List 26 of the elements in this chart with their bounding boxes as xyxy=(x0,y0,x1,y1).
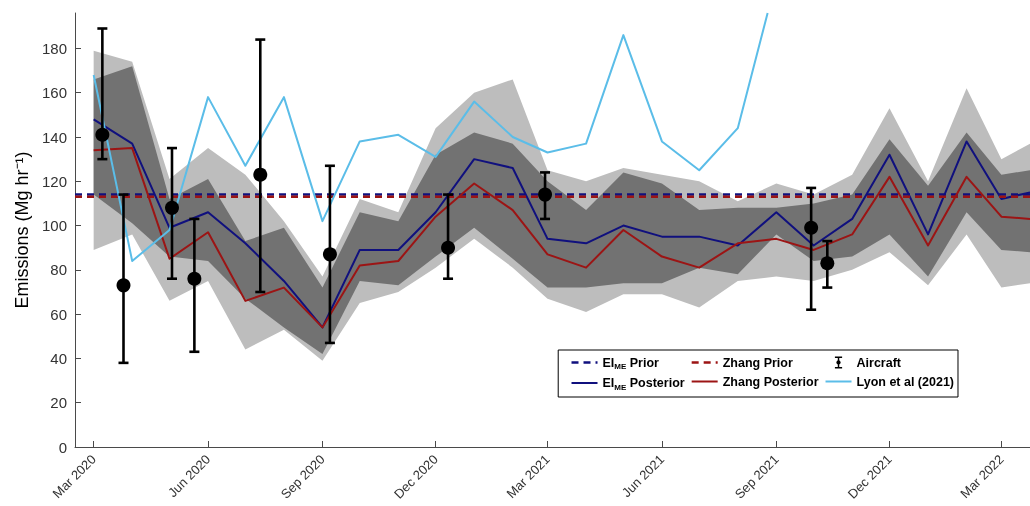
point xyxy=(116,278,131,293)
y-tick-label: 120 xyxy=(41,172,67,190)
y-tick-label: 80 xyxy=(50,261,67,279)
y-tick-label: 40 xyxy=(50,349,67,367)
y-axis-title: Emissions (Mg hr⁻¹) xyxy=(12,151,32,309)
point xyxy=(322,247,337,262)
legend-label: Zhang Posterior xyxy=(722,374,819,389)
point xyxy=(187,271,202,286)
y-tick-label: 140 xyxy=(41,128,67,146)
point xyxy=(253,167,268,182)
y-tick-label: 100 xyxy=(41,217,67,235)
point xyxy=(165,200,179,215)
point xyxy=(804,220,819,235)
y-tick-label: 0 xyxy=(58,438,67,456)
point xyxy=(441,240,456,255)
legend-label: Aircraft xyxy=(856,355,902,370)
point xyxy=(538,187,553,202)
y-tick-label: 20 xyxy=(50,394,67,412)
y-tick-label: 160 xyxy=(41,84,67,102)
line-series xyxy=(92,12,769,262)
legend-label: Lyon et al (2021) xyxy=(856,374,955,389)
y-tick-label: 60 xyxy=(50,305,67,323)
point xyxy=(95,127,110,142)
legend-label: Zhang Prior xyxy=(722,355,793,370)
y-tick-label: 180 xyxy=(41,39,67,57)
point xyxy=(820,256,835,271)
